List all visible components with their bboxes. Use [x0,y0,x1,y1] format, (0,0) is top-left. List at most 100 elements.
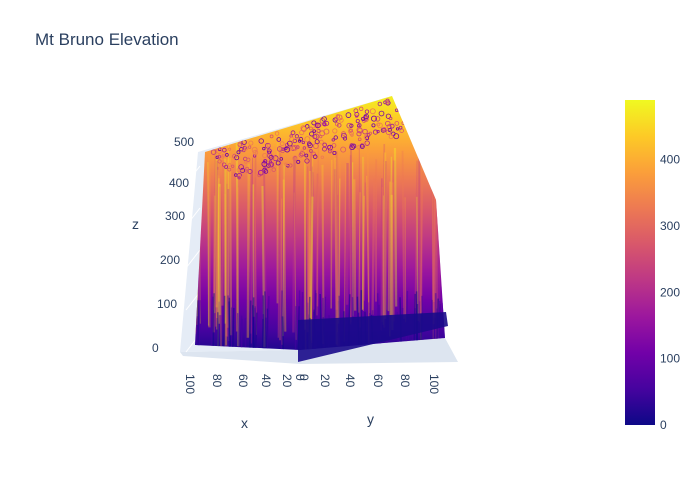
grid-line [185,249,201,269]
surface-contour-mark [245,166,250,171]
surface-contour-mark [328,149,332,154]
surface-contour-mark [225,153,229,157]
surface-streak [212,293,215,350]
colorbar-tick-label: 400 [660,153,680,167]
surface-contour-mark [320,155,324,159]
surface-contour-mark [244,146,249,151]
surface-streak [282,164,285,337]
z-tick-label: 0 [152,341,159,355]
surface-streak [207,162,210,326]
surface-streak [311,166,313,321]
surface-contour-mark [216,147,223,154]
surface-contour-mark [404,111,409,116]
surface-contour-mark [263,169,269,174]
surface-contour-mark [262,153,268,159]
surface-streak [333,169,339,310]
surface-streak [281,316,284,350]
y-tick-label: 0 [293,374,307,381]
surface-streak [367,148,370,348]
surface-contour-mark [292,155,298,161]
surface-contour-mark [393,133,400,140]
surface-contour-mark [215,155,219,160]
surface-contour-mark [265,168,272,174]
surface-streak [228,157,233,336]
surface-contour-mark [409,111,414,116]
surface-contour-mark [349,144,355,151]
surface-contour-mark [374,116,381,122]
surface-contour-mark [322,146,327,152]
surface-contour-mark [276,137,282,142]
surface-streak [420,171,424,314]
surface-contour-mark [227,163,232,167]
surface-contour-mark [424,123,429,128]
z-axis-ticks: 0 100 200 300 400 500 [152,135,194,355]
surface-contour-mark [368,131,372,135]
surface-contour-mark [398,125,403,130]
surface-contour-mark [331,138,335,142]
surface-contour-mark [221,153,225,158]
surface-streak [353,179,357,311]
surface-contour-mark [257,169,264,176]
surface-contour-mark [385,129,392,135]
surface-contour-mark [376,129,380,134]
surface-streak [254,183,257,335]
surface-contour-mark [276,146,283,152]
colorbar-tick-label: 200 [660,285,680,299]
surface-contour-mark [417,116,422,121]
surface-streak [249,300,252,350]
z-tick-label: 300 [165,209,185,223]
scene-grid [185,123,201,353]
surface-contour-mark [254,173,260,179]
surface-contour-mark [217,159,222,164]
surface-contour-mark [236,150,241,155]
surface-contour-mark [412,121,416,126]
surface-contour-mark [319,134,323,139]
surface-contour-mark [236,168,241,173]
surface-contour-mark [210,149,217,155]
surface-contour-mark [262,159,268,164]
surface-contour-mark [326,144,332,150]
surface-streak [266,296,270,350]
surface-streak [387,181,391,312]
surface-contour-mark [312,154,318,159]
surface-streak [280,290,283,350]
surface-contour-mark [369,108,376,115]
surface-contour-mark [346,122,352,129]
surface-contour-mark [396,101,401,106]
surface-contour-mark [417,121,423,128]
surface-contour-mark [402,117,409,124]
surface-streak [390,182,394,316]
surface-streak [307,166,310,315]
surface-contour-mark [394,121,400,126]
colorbar-tick-label: 0 [660,418,667,432]
surface-contour-mark [299,150,305,157]
surface-contour-mark [275,160,281,166]
surface-contour-mark [261,161,268,167]
surface-contour-mark [271,167,276,172]
surface-streak [335,150,339,347]
surface-contour-mark [405,105,410,110]
surface-contour-mark [292,144,298,151]
surface-contour-mark [284,146,291,153]
surface-streak [309,196,314,341]
surface-streak [218,186,222,350]
surface-contour-mark [376,122,381,127]
surface-streak [383,161,387,317]
surface-contour-mark [377,122,383,129]
surface-contour-mark [270,155,276,160]
surface-contour-mark [406,125,412,131]
x-tick-label: 60 [236,374,250,388]
x-axis-ticks: 100 80 60 40 20 0 [183,374,311,394]
surface-contour-mark [288,163,293,168]
surface-contour-mark [407,108,412,113]
grid-line [185,207,201,227]
y-tick-label: 100 [427,374,441,394]
surface-streak [217,169,220,302]
surface-contour-mark [252,149,259,156]
surface-contour-mark [359,144,365,149]
surface-contour-mark [364,109,370,114]
surface-contour-mark [227,147,232,151]
surface-contour-mark [296,159,301,164]
surface-contour-mark [356,131,362,137]
z-tick-label: 400 [169,176,189,190]
